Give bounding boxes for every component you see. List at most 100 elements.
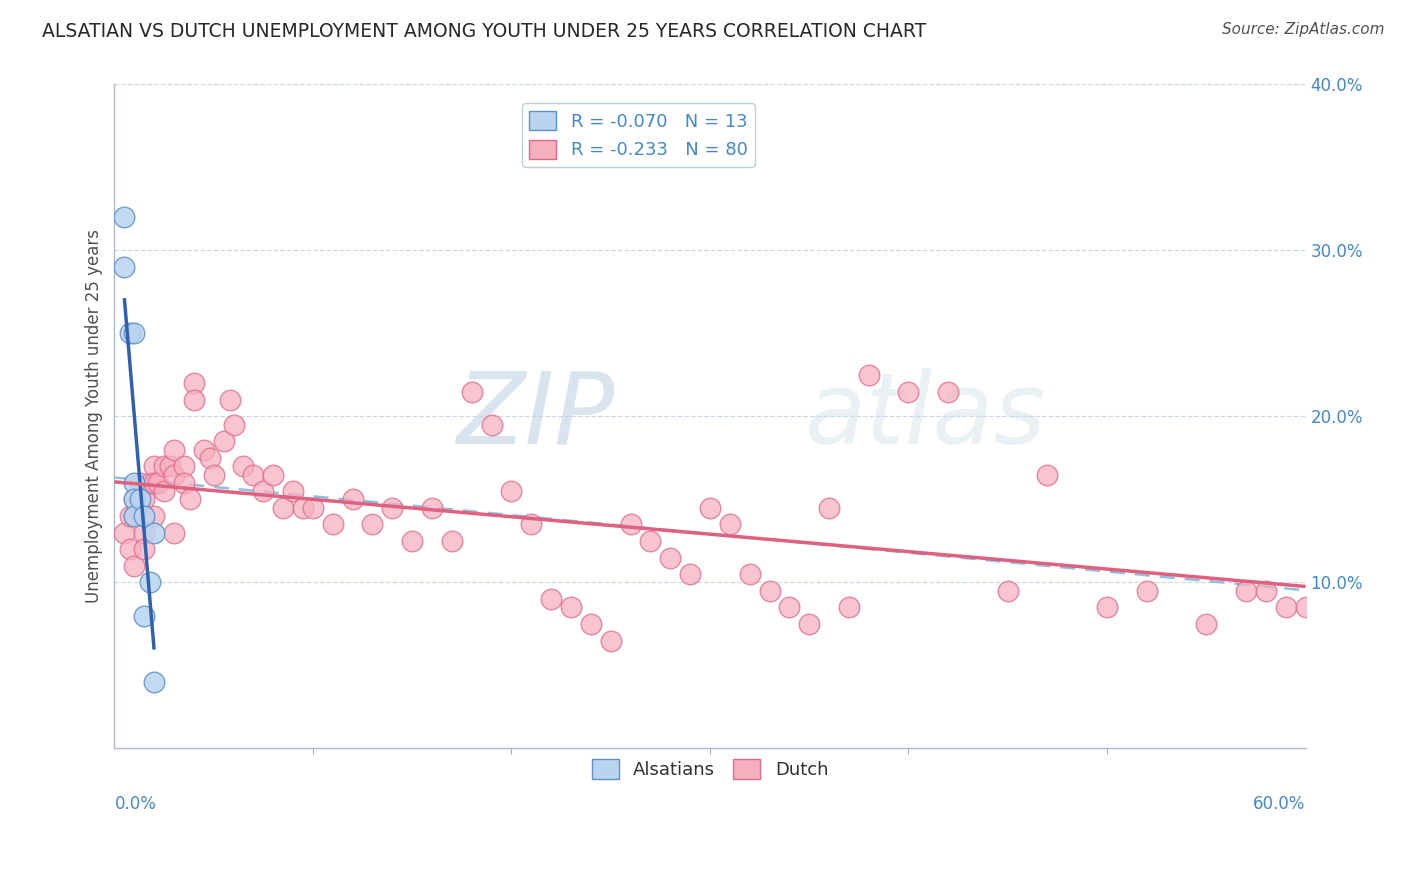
Point xyxy=(679,567,702,582)
Point xyxy=(420,500,443,515)
Point xyxy=(122,509,145,524)
Point xyxy=(179,492,201,507)
Y-axis label: Unemployment Among Youth under 25 years: Unemployment Among Youth under 25 years xyxy=(86,229,103,604)
Point xyxy=(1195,617,1218,632)
Point xyxy=(153,459,176,474)
Point xyxy=(163,467,186,482)
Point xyxy=(936,384,959,399)
Point xyxy=(134,509,156,524)
Point xyxy=(143,459,166,474)
Point xyxy=(481,417,503,432)
Point xyxy=(818,500,841,515)
Point xyxy=(163,442,186,457)
Point xyxy=(146,475,169,490)
Point xyxy=(1274,600,1296,615)
Point xyxy=(112,260,135,274)
Point xyxy=(1295,600,1317,615)
Point xyxy=(112,211,135,225)
Point xyxy=(122,558,145,573)
Text: Source: ZipAtlas.com: Source: ZipAtlas.com xyxy=(1222,22,1385,37)
Point xyxy=(202,467,225,482)
Point xyxy=(153,484,176,499)
Point xyxy=(778,600,800,615)
Point xyxy=(440,533,463,548)
Point xyxy=(599,633,621,648)
Text: 60.0%: 60.0% xyxy=(1253,795,1306,813)
Point xyxy=(134,608,156,623)
Point xyxy=(262,467,284,482)
Point xyxy=(173,459,195,474)
Point xyxy=(242,467,264,482)
Point xyxy=(718,517,741,532)
Point xyxy=(143,475,166,490)
Point xyxy=(134,525,156,540)
Point xyxy=(579,617,602,632)
Point xyxy=(134,492,156,507)
Point xyxy=(222,417,245,432)
Point xyxy=(212,434,235,449)
Point xyxy=(281,484,304,499)
Point xyxy=(120,326,142,341)
Point xyxy=(143,509,166,524)
Point xyxy=(163,525,186,540)
Point xyxy=(540,592,562,607)
Point xyxy=(183,376,205,391)
Point xyxy=(401,533,423,548)
Point xyxy=(122,509,145,524)
Point xyxy=(997,583,1019,598)
Point xyxy=(252,484,274,499)
Point xyxy=(838,600,860,615)
Point xyxy=(120,542,142,557)
Point xyxy=(1234,583,1257,598)
Point xyxy=(143,675,166,690)
Legend: Alsatians, Dutch: Alsatians, Dutch xyxy=(585,752,835,786)
Point xyxy=(112,525,135,540)
Point xyxy=(342,492,364,507)
Point xyxy=(1254,583,1277,598)
Point xyxy=(122,475,145,490)
Point xyxy=(134,542,156,557)
Point xyxy=(120,509,142,524)
Point xyxy=(159,459,181,474)
Point xyxy=(292,500,315,515)
Point xyxy=(1036,467,1059,482)
Point xyxy=(897,384,920,399)
Point xyxy=(271,500,294,515)
Point xyxy=(640,533,662,548)
Point xyxy=(232,459,254,474)
Point xyxy=(134,509,156,524)
Point xyxy=(520,517,543,532)
Point xyxy=(129,492,152,507)
Point xyxy=(218,392,240,407)
Point xyxy=(799,617,821,632)
Text: atlas: atlas xyxy=(806,368,1047,465)
Point xyxy=(858,368,880,382)
Point xyxy=(738,567,761,582)
Point xyxy=(361,517,384,532)
Point xyxy=(1095,600,1118,615)
Point xyxy=(1136,583,1159,598)
Point xyxy=(322,517,344,532)
Point xyxy=(619,517,641,532)
Point xyxy=(122,492,145,507)
Text: 0.0%: 0.0% xyxy=(114,795,156,813)
Point xyxy=(129,475,152,490)
Point xyxy=(758,583,780,598)
Text: ALSATIAN VS DUTCH UNEMPLOYMENT AMONG YOUTH UNDER 25 YEARS CORRELATION CHART: ALSATIAN VS DUTCH UNEMPLOYMENT AMONG YOU… xyxy=(42,22,927,41)
Point xyxy=(560,600,582,615)
Point xyxy=(461,384,484,399)
Point xyxy=(173,475,195,490)
Point xyxy=(183,392,205,407)
Point xyxy=(381,500,404,515)
Point xyxy=(501,484,523,499)
Point xyxy=(143,525,166,540)
Point xyxy=(659,550,682,565)
Point xyxy=(302,500,325,515)
Point xyxy=(699,500,721,515)
Point xyxy=(193,442,215,457)
Point xyxy=(139,475,162,490)
Point xyxy=(139,575,162,590)
Text: ZIP: ZIP xyxy=(457,368,614,465)
Point xyxy=(122,492,145,507)
Point xyxy=(122,326,145,341)
